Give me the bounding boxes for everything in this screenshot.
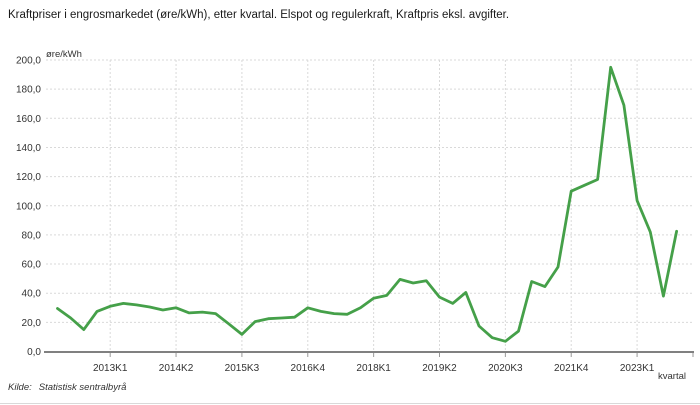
y-tick-label: 80,0 — [22, 230, 42, 241]
y-tick-label: 180,0 — [16, 85, 41, 96]
y-tick-label: 40,0 — [22, 289, 42, 300]
x-tick-label: 2015K3 — [225, 363, 260, 374]
x-tick-label: 2021K4 — [554, 363, 589, 374]
source-line: Kilde: Statistisk sentralbyrå — [8, 382, 126, 393]
x-tick-label: 2016K4 — [291, 363, 326, 374]
y-tick-label: 160,0 — [16, 114, 41, 125]
y-tick-label: 120,0 — [16, 172, 41, 183]
x-tick-label: 2013K1 — [93, 363, 128, 374]
y-tick-label: 200,0 — [16, 56, 41, 67]
x-tick-label: 2023K1 — [620, 363, 655, 374]
x-tick-label: 2014K2 — [159, 363, 194, 374]
y-tick-label: 0,0 — [27, 347, 41, 358]
x-tick-label: 2018K1 — [356, 363, 391, 374]
source-label: Kilde: — [8, 382, 32, 393]
x-tick-label: 2019K2 — [422, 363, 457, 374]
bottom-divider — [0, 403, 700, 404]
y-axis-unit-label: øre/kWh — [46, 49, 82, 60]
source-text: Statistisk sentralbyrå — [38, 382, 127, 393]
y-tick-label: 140,0 — [16, 143, 41, 154]
chart-title: Kraftpriser i engrosmarkedet (øre/kWh), … — [8, 9, 510, 21]
x-axis-title: kvartal — [658, 371, 686, 382]
price-line — [56, 65, 678, 343]
y-tick-label: 60,0 — [22, 260, 42, 271]
y-tick-label: 20,0 — [22, 318, 42, 329]
x-tick-label: 2020K3 — [488, 363, 523, 374]
y-tick-label: 100,0 — [16, 201, 41, 212]
